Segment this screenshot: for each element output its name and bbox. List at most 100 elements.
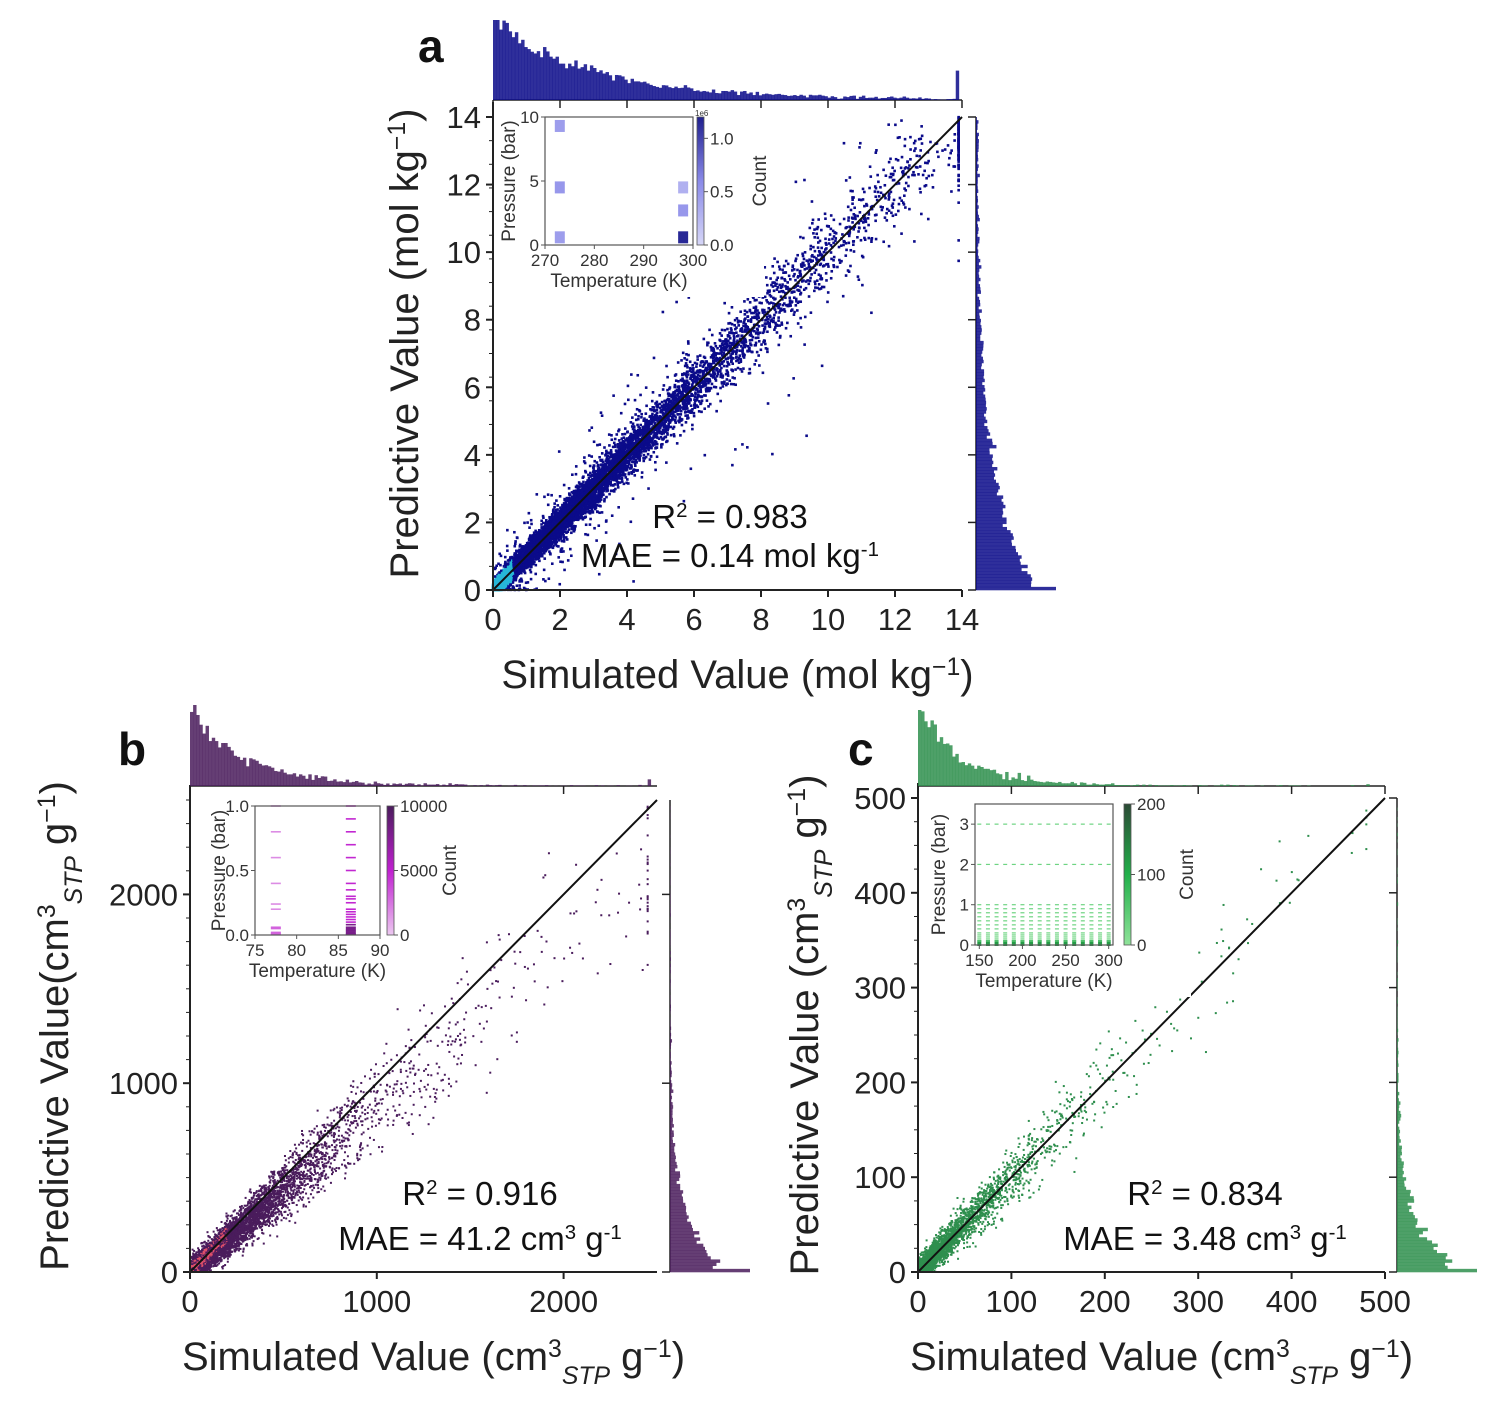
data-point: [738, 337, 742, 341]
data-point: [754, 310, 757, 313]
data-point: [553, 505, 556, 509]
data-point: [686, 407, 689, 410]
data-point: [708, 377, 711, 381]
data-point: [734, 352, 738, 356]
data-point: [803, 315, 807, 319]
data-point: [775, 304, 779, 308]
data-point: [766, 350, 769, 354]
data-point: [892, 198, 896, 202]
data-point: [586, 507, 590, 510]
data-point: [629, 451, 633, 455]
data-point: [704, 368, 708, 372]
data-point: [796, 253, 799, 257]
data-point: [761, 331, 765, 335]
data-point: [743, 343, 746, 347]
data-point: [761, 324, 764, 327]
data-point: [637, 437, 640, 441]
data-point: [744, 344, 748, 347]
data-point: [614, 552, 618, 556]
data-point: [673, 383, 677, 387]
data-point: [798, 269, 802, 273]
data-point: [662, 426, 666, 429]
data-point: [535, 530, 538, 534]
data-point: [609, 450, 613, 454]
data-point: [775, 331, 779, 334]
data-point: [685, 379, 689, 382]
data-point: [698, 382, 702, 385]
data-point: [592, 440, 596, 444]
data-point: [863, 238, 867, 242]
data-point: [665, 364, 668, 368]
data-point: [870, 311, 873, 315]
data-point: [778, 336, 782, 339]
data-point: [957, 184, 960, 187]
data-point: [718, 356, 722, 360]
data-point: [655, 442, 659, 446]
data-point: [608, 492, 611, 496]
data-point: [754, 336, 758, 340]
data-point: [869, 175, 873, 178]
data-point: [630, 465, 633, 469]
data-point: [514, 540, 517, 543]
data-point: [714, 379, 718, 382]
data-point: [623, 440, 626, 444]
data-point: [637, 455, 641, 459]
data-point: [784, 296, 787, 300]
data-point: [876, 190, 880, 194]
data-point: [733, 323, 736, 327]
data-point: [710, 366, 714, 369]
data-point: [802, 236, 805, 240]
data-point: [887, 195, 891, 199]
data-point: [861, 198, 865, 201]
data-point: [915, 154, 919, 158]
data-point: [796, 309, 799, 312]
data-point: [651, 412, 654, 416]
data-point: [774, 284, 777, 287]
data-point: [799, 235, 802, 239]
data-point: [858, 141, 862, 145]
data-point: [815, 232, 819, 236]
data-point: [699, 364, 702, 367]
data-point: [696, 358, 700, 361]
data-point: [707, 365, 710, 368]
data-point: [836, 265, 839, 269]
data-point: [685, 352, 688, 356]
data-point: [852, 212, 856, 216]
data-point: [953, 133, 957, 136]
data-point: [588, 464, 592, 468]
data-point: [680, 418, 684, 421]
data-point: [573, 527, 577, 530]
data-point: [865, 202, 868, 206]
data-point: [735, 348, 739, 352]
data-point: [527, 538, 531, 542]
data-point: [683, 379, 686, 383]
data-point: [561, 560, 564, 564]
data-point: [776, 260, 779, 264]
data-point: [627, 482, 630, 485]
data-point: [848, 176, 852, 179]
data-point: [902, 203, 906, 206]
data-point: [803, 251, 807, 254]
data-point: [761, 296, 765, 299]
data-point: [766, 300, 769, 304]
data-point: [725, 342, 729, 345]
data-point: [660, 443, 663, 446]
data-point: [720, 354, 724, 357]
data-point: [825, 263, 828, 266]
data-point: [584, 523, 588, 527]
data-point: [777, 319, 780, 322]
data-point: [698, 354, 702, 357]
data-point: [897, 182, 901, 185]
data-point: [511, 581, 515, 584]
panel-letter-b: b: [118, 723, 146, 775]
data-point: [627, 452, 631, 456]
data-point: [719, 375, 722, 379]
data-point: [603, 499, 606, 503]
data-point: [784, 291, 787, 295]
data-point: [796, 276, 800, 279]
data-point: [867, 213, 871, 216]
data-point: [529, 570, 533, 574]
data-point: [834, 237, 838, 240]
data-point: [816, 246, 820, 249]
data-point: [822, 258, 826, 262]
